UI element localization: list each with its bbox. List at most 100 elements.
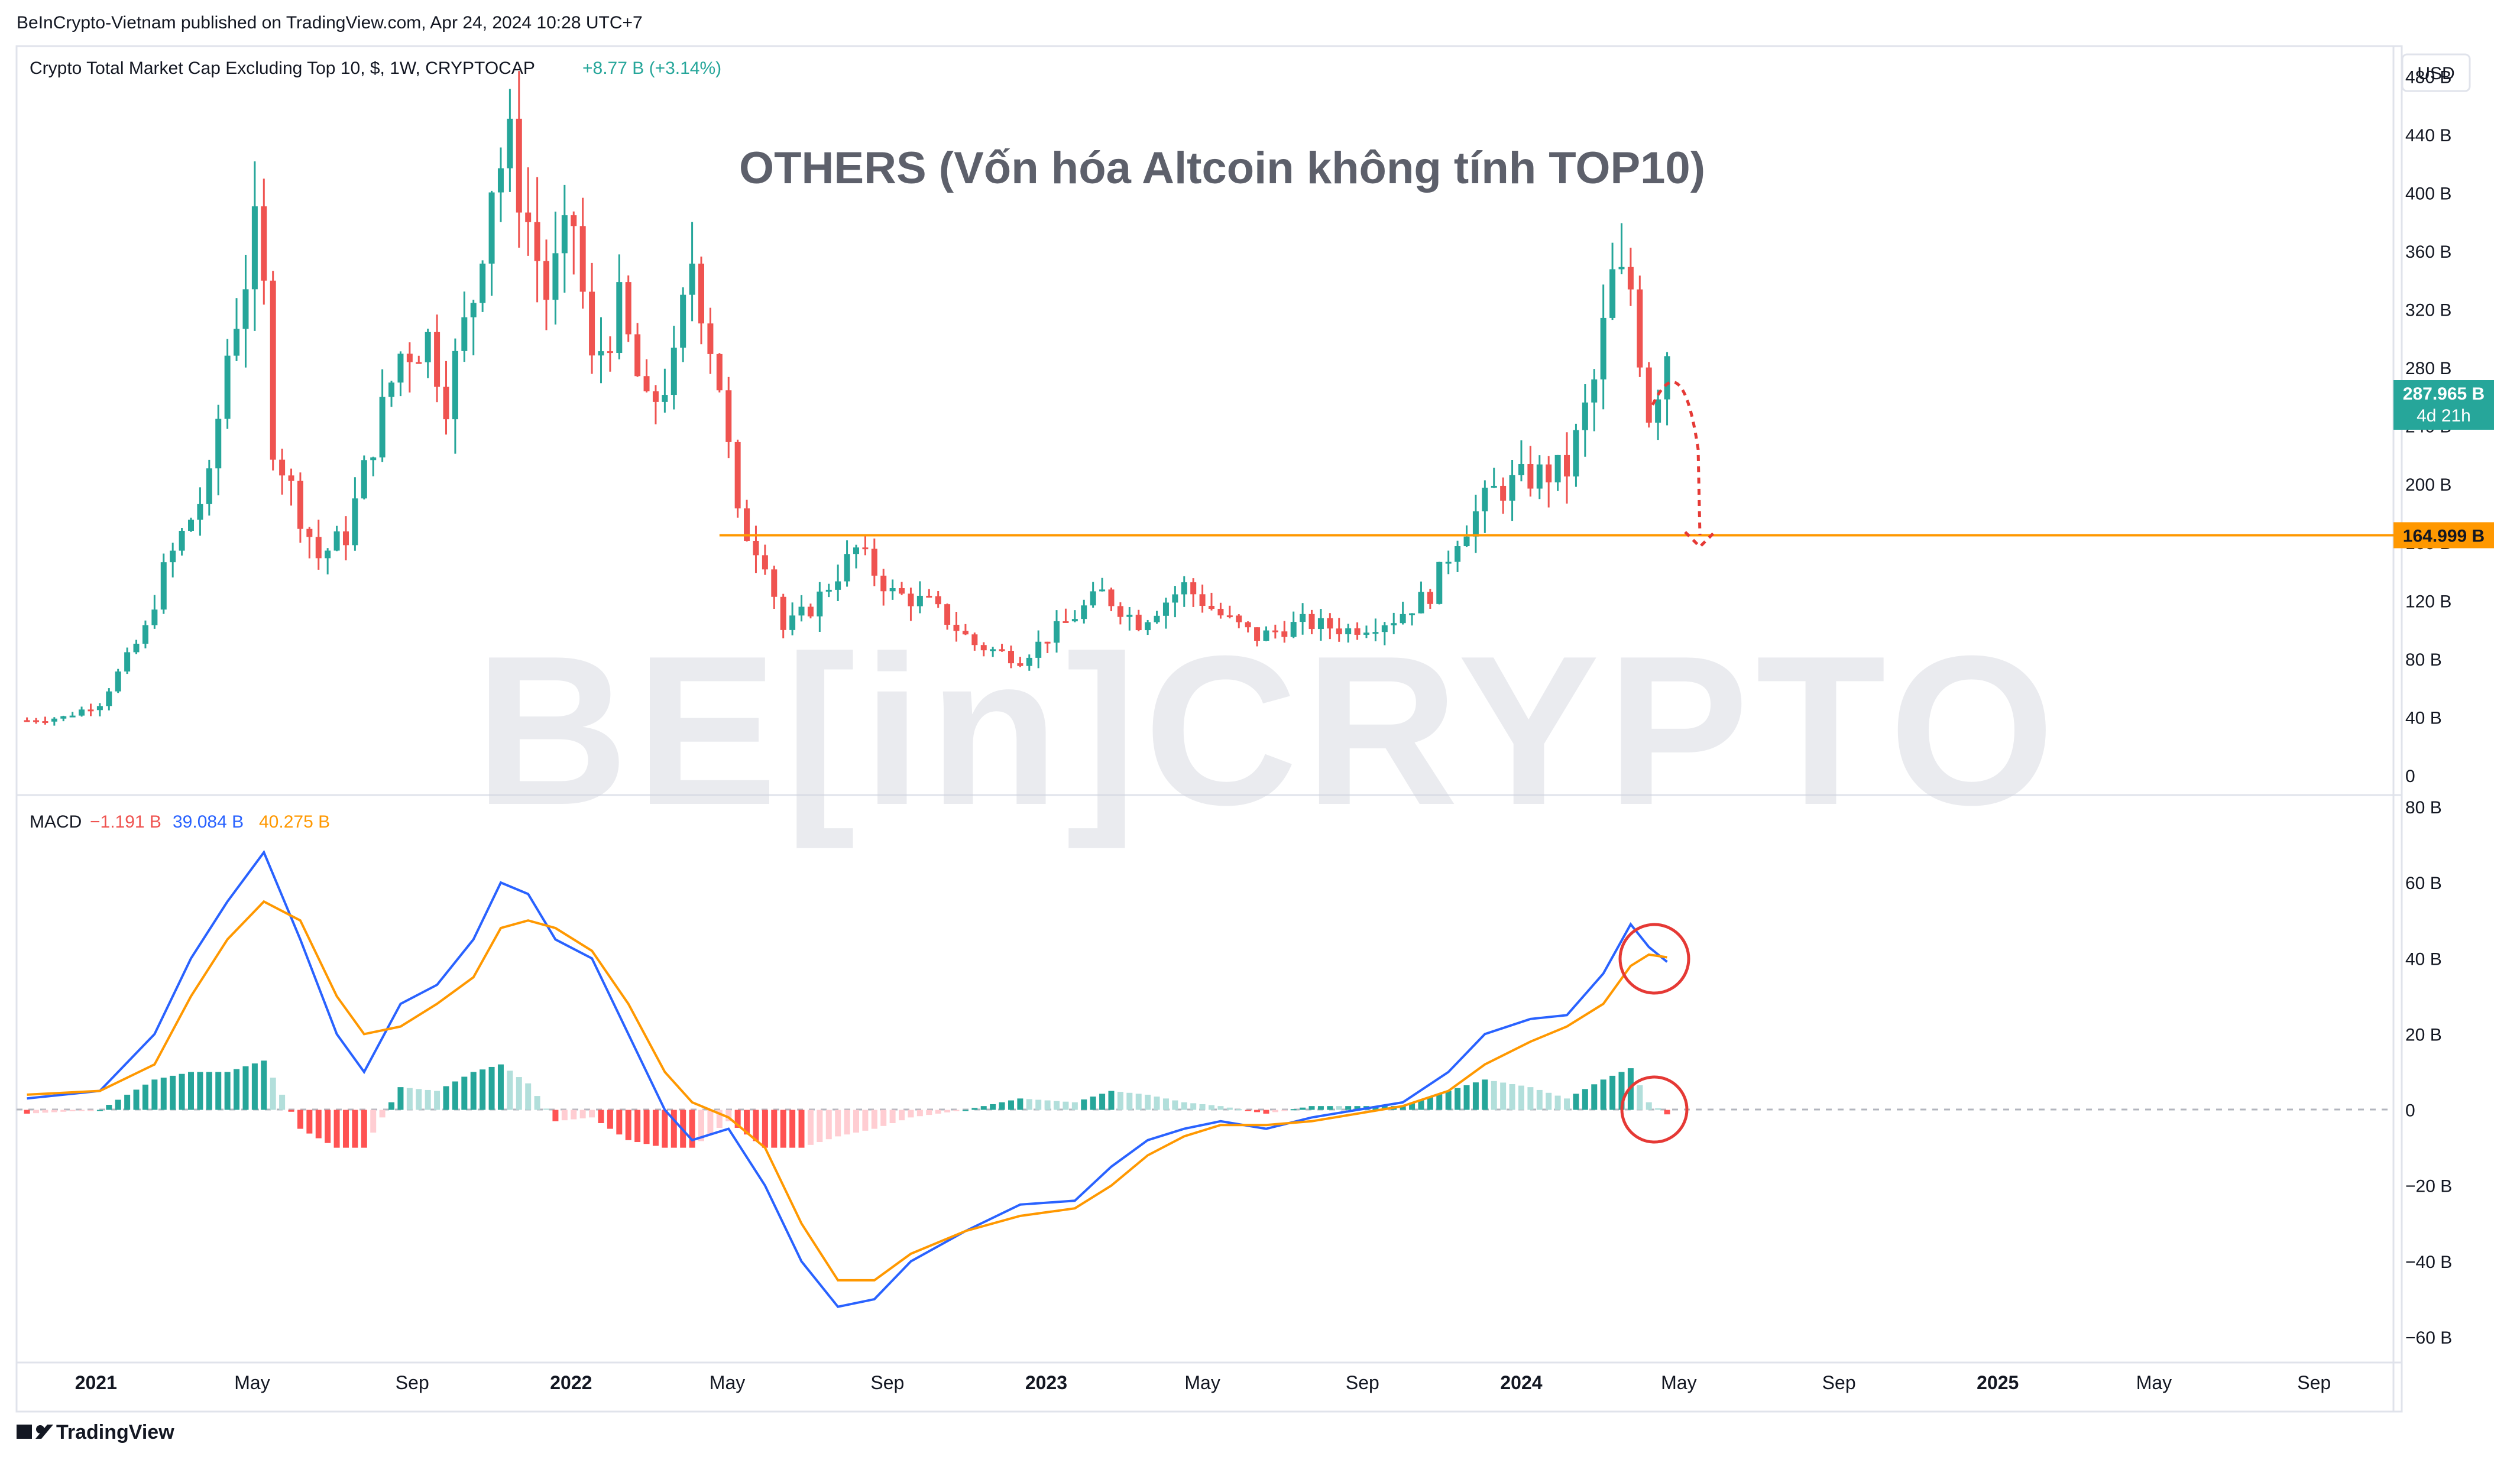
- candle-body: [926, 595, 932, 598]
- candle-body: [370, 457, 377, 460]
- candle-body: [1363, 632, 1369, 635]
- macd-legend-name: MACD: [30, 812, 82, 832]
- macd-histogram-bar: [179, 1073, 185, 1110]
- candle-body: [133, 643, 140, 653]
- macd-histogram-bar: [835, 1110, 841, 1137]
- candle-body: [1008, 651, 1014, 664]
- macd-histogram-bar: [279, 1094, 286, 1110]
- candle-body: [698, 263, 705, 324]
- time-tick-label: Sep: [2297, 1372, 2331, 1393]
- candle-body: [197, 504, 203, 520]
- candle-body: [534, 222, 540, 261]
- macd-histogram-bar: [1254, 1110, 1261, 1112]
- candle-body: [251, 206, 258, 290]
- macd-histogram-bar: [571, 1110, 577, 1120]
- macd-histogram-bar: [1035, 1099, 1042, 1110]
- candle-body: [60, 716, 67, 719]
- macd-histogram-bar: [1609, 1075, 1616, 1110]
- candle-body: [1554, 455, 1561, 483]
- candle-body: [652, 391, 659, 402]
- macd-histogram-bar: [242, 1066, 249, 1110]
- candle-body: [1099, 589, 1106, 592]
- macd-histogram-bar: [60, 1110, 67, 1112]
- candle-body: [744, 508, 750, 541]
- candle-body: [680, 294, 686, 348]
- candle-body: [179, 530, 185, 551]
- candle-body: [1245, 622, 1251, 628]
- candle-body: [899, 588, 905, 594]
- macd-legend[interactable]: MACD −1.191 B 39.084 B 40.275 B: [30, 812, 330, 832]
- macd-histogram-bar: [844, 1110, 850, 1135]
- macd-histogram-bar: [1400, 1106, 1406, 1110]
- candle-body: [1400, 614, 1406, 624]
- tradingview-logo[interactable]: TradingView: [17, 1421, 174, 1443]
- macd-histogram-bar: [607, 1110, 613, 1129]
- candle-body: [1162, 602, 1169, 616]
- macd-histogram-bar: [1090, 1097, 1096, 1110]
- candle-body: [480, 263, 486, 303]
- macd-histogram-bar: [980, 1106, 987, 1110]
- macd-histogram-bar: [1472, 1082, 1479, 1110]
- macd-histogram-bar: [1190, 1103, 1197, 1110]
- candle-body: [215, 419, 222, 469]
- candle-body: [1081, 605, 1087, 619]
- macd-histogram-bar: [1236, 1109, 1242, 1111]
- candle-body: [825, 589, 832, 592]
- macd-histogram-bar: [1518, 1085, 1524, 1110]
- candle-body: [634, 334, 641, 377]
- candle-body: [51, 718, 57, 722]
- macd-histogram-bar: [443, 1086, 449, 1110]
- macd-histogram-bar: [1108, 1091, 1115, 1110]
- symbol-change: +8.77 B (+3.14%): [582, 59, 721, 78]
- candle-body: [1609, 269, 1616, 318]
- macd-histogram-bar: [507, 1071, 513, 1110]
- candle-body: [288, 475, 294, 481]
- macd-histogram-bar: [1217, 1106, 1224, 1110]
- candle-body: [1044, 641, 1051, 644]
- candle-body: [261, 206, 267, 281]
- macd-histogram-bar: [1573, 1094, 1579, 1110]
- macd-histogram-bar: [999, 1102, 1005, 1110]
- time-tick-label: May: [2136, 1372, 2172, 1393]
- macd-histogram-bar: [1154, 1097, 1160, 1110]
- candle-body: [297, 481, 303, 529]
- macd-histogram-bar: [370, 1110, 377, 1133]
- candle-body: [798, 606, 805, 616]
- macd-histogram-bar: [151, 1079, 158, 1110]
- candle-body: [388, 382, 395, 397]
- macd-tick-label: 40 B: [2405, 949, 2442, 969]
- candle-body: [279, 459, 286, 476]
- candle-body: [543, 261, 550, 300]
- candle-body: [1482, 488, 1488, 512]
- macd-histogram-bar: [1063, 1101, 1069, 1110]
- candle-body: [1463, 536, 1470, 547]
- candle-body: [397, 353, 404, 383]
- candle-body: [1527, 464, 1534, 489]
- macd-histogram-bar: [1527, 1087, 1534, 1110]
- candle-body: [1090, 591, 1096, 606]
- macd-histogram-bar: [853, 1110, 859, 1133]
- candle-body: [1172, 594, 1178, 603]
- currency-button[interactable]: USD: [2401, 53, 2471, 92]
- macd-histogram-bar: [434, 1091, 440, 1110]
- macd-histogram-bar: [1017, 1098, 1023, 1110]
- candle-body: [69, 715, 76, 718]
- macd-histogram-bar: [1081, 1099, 1087, 1110]
- candle-body: [607, 351, 613, 353]
- symbol-legend[interactable]: Crypto Total Market Cap Excluding Top 10…: [30, 59, 535, 78]
- price-tick-label: 0: [2405, 767, 2415, 786]
- macd-histogram-bar: [725, 1110, 732, 1121]
- candle-body: [1646, 367, 1652, 423]
- candle-body: [416, 362, 422, 364]
- candle-body: [1491, 485, 1497, 488]
- macd-histogram-bar: [1281, 1110, 1288, 1111]
- candle-body: [1190, 582, 1197, 595]
- price-tick-label: 480 B: [2405, 67, 2451, 87]
- macd-histogram-bar: [197, 1072, 203, 1110]
- macd-histogram-bar: [115, 1099, 121, 1110]
- candle-body: [935, 596, 941, 605]
- candle-body: [625, 282, 631, 335]
- candle-body: [1035, 641, 1042, 658]
- macd-histogram-bar: [1308, 1106, 1315, 1110]
- macd-histogram-bar: [406, 1088, 413, 1110]
